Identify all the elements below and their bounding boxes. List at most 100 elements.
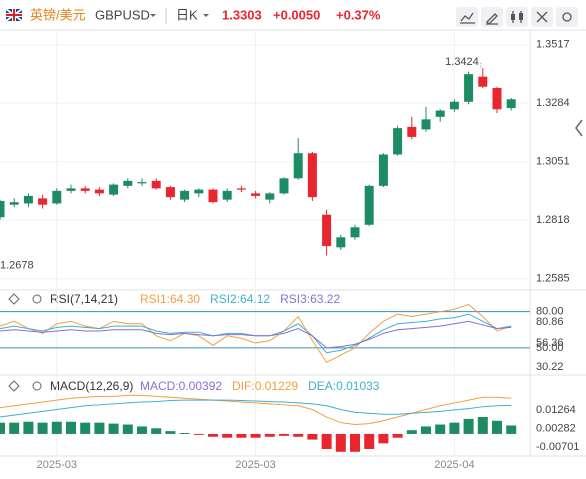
fullscreen-icon bbox=[536, 11, 548, 23]
scale-label: 56.36 bbox=[536, 337, 564, 349]
indicator-icon bbox=[460, 12, 475, 24]
candle-body bbox=[94, 189, 104, 194]
change: +0.0050 bbox=[273, 7, 320, 22]
macd-bar bbox=[335, 433, 346, 452]
candle-body bbox=[80, 188, 90, 191]
candle-body bbox=[464, 74, 474, 102]
candle-body bbox=[236, 188, 246, 190]
macd-bar bbox=[321, 433, 332, 449]
candle-body bbox=[180, 190, 190, 200]
macd-bar bbox=[137, 426, 147, 434]
candle-body bbox=[151, 180, 161, 189]
macd-bar bbox=[449, 422, 460, 434]
macd-bar bbox=[250, 433, 261, 438]
y-tick-label: 0.01264 bbox=[536, 404, 576, 416]
legend-entry: DEA:0.01033 bbox=[308, 379, 380, 393]
legend-entry: RSI3:63.22 bbox=[280, 292, 340, 306]
candle-body bbox=[307, 153, 317, 198]
candle-body bbox=[23, 195, 33, 204]
symbol[interactable]: GBPUSD bbox=[95, 7, 150, 22]
macd-bar bbox=[222, 433, 233, 438]
dropdown-arrow[interactable] bbox=[150, 14, 156, 17]
flag-icon bbox=[5, 8, 23, 22]
macd-bar bbox=[506, 425, 517, 434]
macd-bar bbox=[0, 422, 5, 434]
y-tick-label: 1.3517 bbox=[536, 39, 570, 51]
macd-bar bbox=[421, 426, 431, 434]
low-label: 1.2678 bbox=[0, 259, 34, 271]
macd-bar bbox=[80, 422, 91, 434]
collapse-arrow[interactable] bbox=[575, 119, 583, 137]
candle-body bbox=[109, 184, 119, 195]
candle-body bbox=[137, 182, 147, 184]
legend-entry: RSI1:64.30 bbox=[140, 292, 200, 306]
indicator-line bbox=[0, 394, 512, 426]
candle-body bbox=[364, 185, 374, 225]
draw-icon bbox=[486, 13, 498, 25]
macd-bar bbox=[406, 430, 417, 434]
macd-bar bbox=[151, 428, 162, 434]
indicator-line bbox=[0, 320, 512, 349]
rsi-header: RSI(7,14,21) bbox=[8, 292, 118, 306]
x-tick-label: 2025-03 bbox=[235, 459, 275, 471]
macd-bar bbox=[378, 433, 389, 444]
hide-icon[interactable] bbox=[8, 380, 20, 392]
candle-body bbox=[194, 189, 204, 194]
macd-bar bbox=[492, 420, 502, 434]
candle-body bbox=[506, 99, 516, 109]
macd-bar bbox=[279, 433, 289, 436]
candle-body bbox=[478, 76, 488, 87]
macd-bar bbox=[463, 418, 474, 434]
price: 1.3303 bbox=[222, 7, 262, 22]
candle-body bbox=[435, 110, 445, 117]
macd-bar bbox=[307, 433, 318, 440]
candle-body bbox=[66, 188, 76, 191]
candle-body bbox=[165, 187, 175, 198]
candle-body bbox=[293, 153, 303, 179]
candle-body bbox=[449, 101, 459, 110]
candle-body bbox=[208, 189, 218, 203]
y-tick-label: 80.00 bbox=[536, 306, 564, 318]
y-tick-label: 0.00282 bbox=[536, 423, 576, 435]
candle-type-button[interactable] bbox=[506, 7, 528, 27]
symbol-cn[interactable]: 英镑/美元 bbox=[30, 7, 86, 22]
legend-entry: DIF:0.01229 bbox=[232, 379, 298, 393]
candle-body bbox=[336, 237, 346, 248]
macd-bar bbox=[66, 421, 76, 434]
macd-bar bbox=[364, 433, 375, 449]
candle-body bbox=[52, 190, 62, 204]
high-label: 1.3424 bbox=[445, 56, 479, 68]
candle-body bbox=[378, 154, 388, 186]
candle-body bbox=[9, 202, 19, 205]
candle-body bbox=[350, 227, 360, 238]
macd-header: MACD(12,26,9) bbox=[8, 379, 133, 393]
settings-icon[interactable] bbox=[32, 294, 42, 304]
macd-bar bbox=[264, 433, 275, 437]
settings-icon bbox=[562, 12, 572, 22]
panel-title: MACD(12,26,9) bbox=[50, 379, 133, 393]
candle-body bbox=[38, 198, 48, 205]
hide-icon[interactable] bbox=[8, 293, 20, 305]
macd-bar bbox=[179, 433, 190, 434]
macd-bar bbox=[392, 433, 403, 438]
macd-bar bbox=[94, 422, 105, 434]
panel-title: RSI(7,14,21) bbox=[50, 292, 118, 306]
candle-body bbox=[492, 87, 502, 110]
legend-entry: MACD:0.00392 bbox=[140, 379, 222, 393]
macd-bar bbox=[165, 431, 176, 434]
period[interactable]: 日K bbox=[176, 7, 198, 22]
y-tick-label: 1.2585 bbox=[536, 273, 570, 285]
macd-bar bbox=[350, 433, 360, 452]
settings-button[interactable] bbox=[556, 7, 578, 27]
y-tick-label: -0.00701 bbox=[536, 441, 579, 453]
candle-body bbox=[123, 180, 133, 186]
macd-bar bbox=[23, 421, 34, 434]
scale-label: 80.86 bbox=[536, 316, 564, 328]
scale-label: 30.22 bbox=[536, 361, 564, 373]
dropdown-arrow[interactable] bbox=[203, 14, 209, 17]
candle-body bbox=[322, 214, 332, 247]
indicator-line bbox=[0, 399, 512, 418]
settings-icon[interactable] bbox=[32, 381, 42, 391]
